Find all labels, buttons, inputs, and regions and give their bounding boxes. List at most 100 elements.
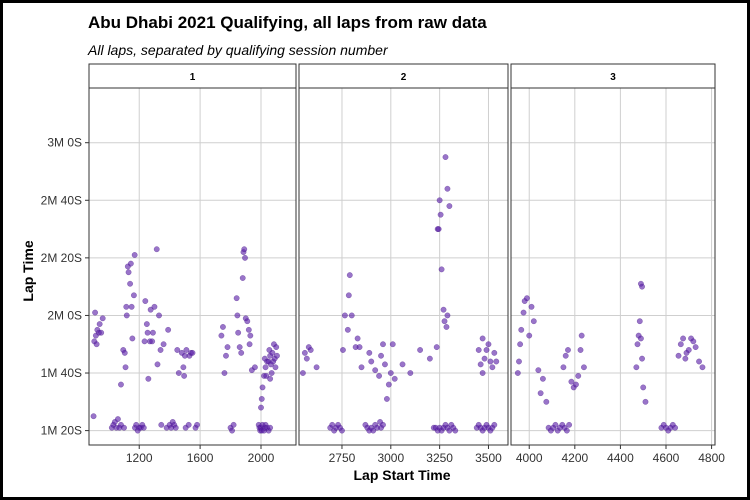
data-point xyxy=(637,335,644,342)
data-point xyxy=(565,347,571,353)
data-point xyxy=(143,321,150,328)
data-point xyxy=(580,364,587,371)
data-point xyxy=(426,355,433,362)
data-point xyxy=(634,341,641,348)
data-point xyxy=(92,309,99,316)
data-point xyxy=(154,361,161,368)
data-point xyxy=(149,329,156,336)
data-point xyxy=(345,292,352,299)
data-point xyxy=(675,352,682,359)
data-point xyxy=(156,312,162,319)
data-point xyxy=(269,349,276,356)
data-point xyxy=(181,372,188,379)
data-point xyxy=(224,344,231,351)
data-point xyxy=(299,370,306,376)
data-point xyxy=(273,344,280,351)
data-point xyxy=(218,332,225,339)
data-point xyxy=(399,361,406,368)
data-point xyxy=(180,364,187,371)
data-point xyxy=(491,421,498,428)
data-point xyxy=(219,324,226,330)
data-point xyxy=(354,335,361,342)
facet-strip xyxy=(298,63,509,89)
data-point xyxy=(530,318,537,325)
data-point xyxy=(189,349,196,356)
y-axis: 1M 20S 1M 40S 2M 0S 2M 20S 2M 40S 3M 0S xyxy=(41,136,89,438)
data-point xyxy=(121,349,128,356)
data-point xyxy=(577,347,584,353)
data-point xyxy=(380,421,386,428)
data-point xyxy=(118,381,124,388)
x-tick-label: 3250 xyxy=(426,451,453,465)
x-tick-label: 1600 xyxy=(187,451,214,465)
data-point xyxy=(346,272,353,279)
data-point xyxy=(563,427,570,434)
data-point xyxy=(575,372,582,379)
x-tick-label: 4400 xyxy=(607,451,634,465)
facet-strip-label: 3 xyxy=(610,72,616,83)
data-point xyxy=(157,347,164,353)
data-point xyxy=(562,352,569,359)
data-point xyxy=(158,421,165,428)
data-point xyxy=(489,364,496,371)
data-point xyxy=(368,358,375,365)
panel-background xyxy=(299,88,508,445)
data-point xyxy=(520,309,527,316)
data-point xyxy=(93,341,100,348)
facet-panel-2: 2 2750 3000 3250 3500 xyxy=(298,63,509,465)
data-point xyxy=(639,355,646,362)
data-point xyxy=(560,364,567,371)
facet-strip-label: 1 xyxy=(190,72,196,83)
data-point xyxy=(387,370,394,376)
data-point xyxy=(441,318,448,325)
data-point xyxy=(639,283,646,290)
data-point xyxy=(241,246,248,253)
data-point xyxy=(339,427,345,434)
x-tick-label: 4600 xyxy=(653,451,680,465)
data-point xyxy=(568,378,575,385)
data-point xyxy=(244,318,251,325)
data-point xyxy=(517,341,524,348)
chart-frame: Abu Dhabi 2021 Qualifying, all laps from… xyxy=(3,3,747,497)
chart: Abu Dhabi 2021 Qualifying, all laps from… xyxy=(20,13,725,483)
data-point xyxy=(479,370,486,376)
x-tick-label: 2000 xyxy=(248,451,275,465)
panel-background xyxy=(89,88,296,445)
data-point xyxy=(123,303,130,310)
data-point xyxy=(378,352,384,359)
data-point xyxy=(172,424,179,431)
data-point xyxy=(633,364,640,371)
data-point xyxy=(122,364,129,371)
data-point xyxy=(233,295,240,302)
data-point xyxy=(239,275,246,281)
facet-panel-3: 3 4000 4200 4400 4600 4800 xyxy=(510,63,725,465)
data-point xyxy=(242,254,248,261)
data-point xyxy=(680,335,687,342)
data-point xyxy=(391,375,398,382)
data-point xyxy=(221,370,228,376)
data-point xyxy=(128,303,135,310)
data-point xyxy=(383,395,390,402)
x-tick-label: 4800 xyxy=(698,451,725,465)
data-point xyxy=(272,364,279,371)
data-point xyxy=(230,421,237,428)
data-point xyxy=(381,361,388,368)
data-point xyxy=(485,341,492,348)
data-point xyxy=(149,338,156,345)
y-tick-label: 2M 0S xyxy=(47,308,82,322)
data-point xyxy=(370,427,377,434)
data-point xyxy=(446,203,453,209)
y-tick-label: 2M 20S xyxy=(41,251,82,265)
data-point xyxy=(140,424,147,431)
data-point xyxy=(339,347,346,353)
data-point xyxy=(258,404,264,411)
data-point xyxy=(144,329,151,336)
data-point xyxy=(578,332,585,339)
data-point xyxy=(267,424,274,431)
data-point xyxy=(344,326,351,333)
data-point xyxy=(487,358,494,365)
data-point xyxy=(341,312,348,319)
data-point xyxy=(175,370,182,376)
data-point xyxy=(440,306,447,313)
y-axis-title: Lap Time xyxy=(20,240,36,301)
